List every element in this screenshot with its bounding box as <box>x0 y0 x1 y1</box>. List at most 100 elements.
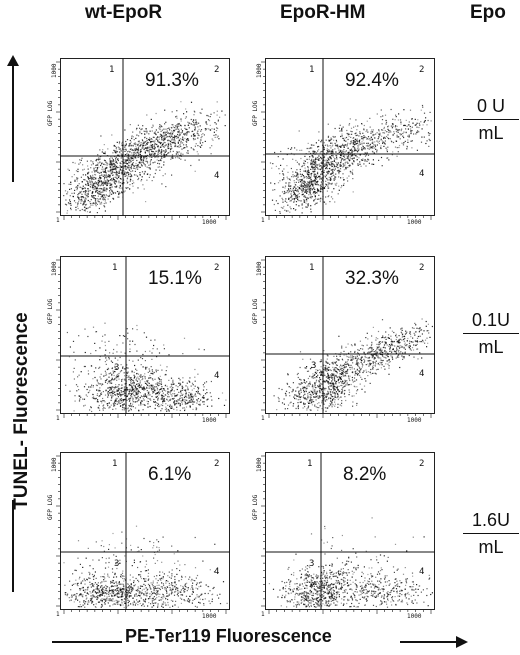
scatter-point <box>154 386 156 388</box>
scatter-point <box>128 378 130 381</box>
scatter-point <box>85 183 87 185</box>
scatter-point <box>112 192 114 195</box>
scatter-point <box>331 401 333 403</box>
scatter-point <box>392 134 394 136</box>
scatter-point <box>385 119 387 122</box>
scatter-point <box>145 158 147 160</box>
scatter-point <box>218 138 220 140</box>
scatter-point <box>297 199 299 201</box>
scatter-point <box>348 391 351 393</box>
scatter-point <box>296 395 298 397</box>
scatter-point <box>142 184 144 186</box>
scatter-point <box>316 396 318 398</box>
scatter-point <box>357 389 359 391</box>
scatter-point <box>188 131 190 133</box>
scatter-point <box>331 381 333 383</box>
scatter-point <box>288 197 290 199</box>
scatter-point <box>357 140 359 142</box>
scatter-point <box>121 154 123 156</box>
scatter-point <box>387 126 389 128</box>
panel-y-axis-label: GFP LOG <box>252 100 259 126</box>
scatter-point <box>146 366 148 368</box>
scatter-point <box>119 148 122 150</box>
scatter-point <box>292 187 294 189</box>
scatter-point <box>314 168 316 170</box>
scatter-point <box>410 140 412 142</box>
scatter-point <box>133 377 135 379</box>
scatter-point <box>313 390 316 392</box>
scatter-point <box>131 152 133 154</box>
scatter-point <box>375 133 377 135</box>
scatter-point <box>128 165 130 167</box>
scatter-point <box>314 175 316 177</box>
scatter-point <box>355 155 357 157</box>
scatter-point <box>68 169 70 171</box>
scatter-point <box>188 380 190 382</box>
scatter-point <box>314 389 316 391</box>
scatter-point <box>160 125 162 127</box>
scatter-point <box>73 192 75 194</box>
scatter-point <box>324 164 326 166</box>
scatter-point <box>183 113 185 115</box>
scatter-point <box>397 129 399 131</box>
scatter-point <box>183 399 185 401</box>
scatter-point <box>96 183 98 186</box>
scatter-point <box>333 166 335 168</box>
scatter-point <box>194 170 196 172</box>
scatter-point <box>170 145 172 147</box>
scatter-point <box>97 182 99 185</box>
scatter-point <box>295 189 297 192</box>
scatter-point <box>193 395 195 397</box>
scatter-point <box>103 152 105 154</box>
scatter-point <box>111 190 113 192</box>
scatter-point <box>137 152 139 154</box>
scatter-point <box>380 156 383 159</box>
scatter-point <box>339 145 341 148</box>
scatter-point <box>167 143 169 146</box>
scatter-point <box>118 393 120 395</box>
scatter-point <box>159 128 161 131</box>
scatter-point <box>95 205 97 207</box>
scatter-point <box>303 160 305 162</box>
scatter-point <box>298 383 300 385</box>
scatter-point <box>104 381 107 383</box>
scatter-point <box>282 174 285 176</box>
scatter-point <box>292 171 294 173</box>
scatter-point <box>84 206 86 208</box>
scatter-point <box>184 401 186 403</box>
scatter-point <box>293 396 295 398</box>
scatter-point <box>315 166 317 168</box>
scatter-point <box>197 388 199 390</box>
scatter-point <box>63 183 65 185</box>
scatter-point <box>380 146 382 149</box>
scatter-point <box>313 173 315 175</box>
scatter-point <box>172 126 174 128</box>
scatter-point <box>326 163 328 166</box>
scatter-point <box>279 173 281 175</box>
scatter-point <box>317 189 319 191</box>
scatter-point <box>157 151 159 154</box>
scatter-point <box>174 142 176 145</box>
scatter-point <box>153 152 155 154</box>
scatter-point <box>319 176 321 178</box>
scatter-point <box>342 177 344 179</box>
scatter-point <box>159 169 161 171</box>
scatter-point <box>137 385 139 387</box>
scatter-point <box>132 328 134 330</box>
scatter-point <box>314 182 316 184</box>
scatter-point <box>313 180 315 182</box>
scatter-point <box>129 150 131 153</box>
scatter-point <box>351 395 353 397</box>
scatter-point <box>192 398 194 400</box>
scatter-point <box>108 407 110 409</box>
scatter-point <box>331 183 333 185</box>
scatter-point <box>358 358 360 360</box>
scatter-point <box>163 397 166 400</box>
scatter-point <box>295 407 297 410</box>
scatter-point <box>79 162 81 164</box>
scatter-point <box>117 166 119 169</box>
scatter-point <box>137 392 139 394</box>
scatter-point <box>119 168 121 170</box>
scatter-point <box>352 155 354 157</box>
scatter-point <box>114 400 116 402</box>
